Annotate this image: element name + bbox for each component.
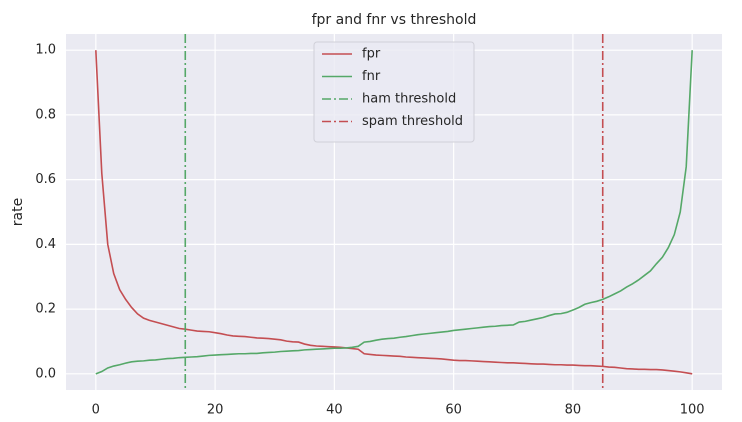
x-tick-label: 80	[565, 403, 582, 418]
y-tick-label: 0.0	[35, 366, 56, 381]
x-tick-label: 60	[445, 403, 462, 418]
series-line	[95, 50, 693, 375]
y-axis-label: rate	[10, 198, 26, 226]
legend-label: fnr	[362, 69, 381, 84]
legend-box	[313, 41, 475, 143]
y-tick-label: 0.6	[35, 172, 56, 187]
x-tick-label: 40	[326, 403, 343, 418]
y-tick-label: 0.4	[35, 237, 56, 252]
x-tick-label: 100	[680, 403, 705, 418]
y-tick-label: 1.0	[35, 43, 56, 58]
chart-title: fpr and fnr vs threshold	[312, 12, 477, 28]
x-tick-label: 20	[207, 403, 224, 418]
x-tick-label: 0	[92, 403, 100, 418]
legend-label: fpr	[362, 47, 381, 62]
y-tick-label: 0.8	[35, 107, 56, 122]
legend-label: spam threshold	[362, 114, 463, 129]
legend: fpr fnr ham threshold spam threshold	[313, 41, 475, 143]
y-tick-label: 0.2	[35, 302, 56, 317]
legend-label: ham threshold	[362, 92, 456, 107]
series-line	[95, 50, 693, 375]
